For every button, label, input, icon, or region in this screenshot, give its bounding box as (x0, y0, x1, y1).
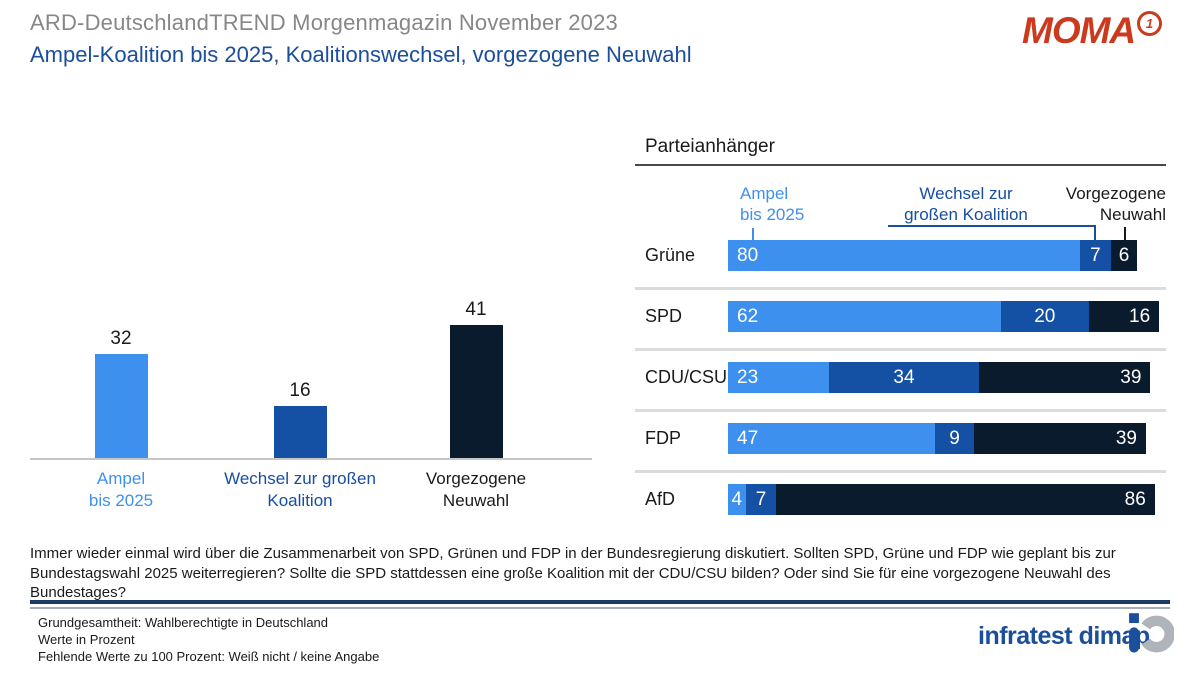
legend-line: Vorgezogene (1065, 184, 1166, 203)
segment-value: 7 (755, 488, 767, 510)
legend-line: Ampel (740, 184, 789, 203)
bar (94, 354, 148, 458)
footnote-line: Fehlende Werte zu 100 Prozent: Weiß nich… (38, 649, 380, 664)
section-heading-rule (635, 164, 1166, 166)
row-separator (635, 409, 1166, 412)
legend-connector-wechsel-vertical (1094, 225, 1096, 241)
legend-line: Wechsel zur (919, 184, 1013, 203)
survey-question: Immer wieder einmal wird über die Zusamm… (30, 545, 1116, 601)
footnotes: Grundgesamtheit: Wahlberechtigte in Deut… (38, 614, 379, 665)
bar-segment: 47 (728, 423, 935, 454)
segment-value: 62 (737, 305, 759, 327)
bar-value-label: 41 (465, 299, 487, 320)
category-line: Neuwahl (442, 491, 510, 510)
bar (449, 325, 503, 458)
segment-value: 4 (731, 488, 743, 510)
category-line: Wechsel zur großen (224, 469, 376, 488)
bar-segment: 6 (1110, 240, 1138, 271)
segment-value: 7 (1090, 244, 1101, 266)
bar-segment: 16 (1088, 301, 1160, 332)
segment-value: 6 (1118, 244, 1130, 266)
bar-segment: 34 (829, 362, 979, 393)
bar-segment: 80 (728, 240, 1080, 271)
legend-line: großen Koalition (904, 205, 1028, 224)
segment-value: 16 (1129, 305, 1151, 327)
segment-value: 34 (893, 366, 915, 388)
category-line: Koalition (267, 491, 333, 510)
footer-divider-gray (30, 607, 1170, 609)
bar-category-label: Ampel bis 2025 (11, 468, 231, 512)
segment-value: 39 (1120, 366, 1142, 388)
segment-value: 80 (737, 244, 759, 266)
category-line: bis 2025 (88, 491, 154, 510)
legend-vorgezogene-neuwahl: Vorgezogene Neuwahl (1000, 183, 1166, 225)
bar-segment: 7 (745, 484, 777, 515)
bar-segment: 23 (728, 362, 830, 393)
party-row-label: AfD (645, 489, 676, 509)
segment-value: 9 (949, 427, 960, 449)
legend-connector-vorgezogene (1124, 227, 1126, 241)
bar-segment: 20 (1000, 301, 1089, 332)
ard-one-icon: 1 (1137, 11, 1162, 36)
footnote-line: Werte in Prozent (38, 632, 135, 647)
legend-connector-ampel (752, 228, 754, 240)
row-separator (635, 287, 1166, 290)
segment-value: 20 (1034, 305, 1056, 327)
segment-value: 47 (737, 427, 759, 449)
footer-divider-navy (30, 600, 1170, 604)
infratest-dimap-logo: infratest dimap (978, 622, 1150, 650)
category-line: Ampel (96, 469, 146, 488)
bar-value-label: 16 (289, 380, 311, 401)
bar (273, 406, 327, 458)
legend-wechsel-grosse-koalition: Wechsel zur großen Koalition (860, 183, 1072, 225)
legend-line: Neuwahl (1099, 205, 1166, 224)
bar-category-label: Vorgezogene Neuwahl (366, 468, 586, 512)
bar-segment: 39 (978, 362, 1151, 393)
segment-value: 86 (1124, 488, 1146, 510)
legend-line: bis 2025 (740, 205, 805, 224)
page-title: ARD-DeutschlandTREND Morgenmagazin Novem… (30, 10, 618, 35)
bar-segment: 7 (1080, 240, 1111, 271)
moma-logo: MOMA (1022, 10, 1136, 51)
page-subtitle: Ampel-Koalition bis 2025, Koalitionswech… (30, 42, 692, 67)
footnote-line: Grundgesamtheit: Wahlberechtigte in Deut… (38, 615, 329, 630)
legend-connector-wechsel-horizontal (888, 225, 1096, 227)
row-separator (635, 470, 1166, 473)
bar-segment: 86 (776, 484, 1155, 515)
party-row-label: CDU/CSU (645, 367, 728, 387)
row-separator (635, 348, 1166, 351)
bar-category-label: Wechsel zur großen Koalition (190, 468, 410, 512)
infratest-dimap-icon (1128, 612, 1175, 661)
party-row-label: FDP (645, 428, 681, 448)
bar-segment: 62 (728, 301, 1001, 332)
bar-value-label: 32 (110, 328, 132, 349)
bar-segment: 9 (934, 423, 975, 454)
segment-value: 39 (1115, 427, 1137, 449)
party-row-label: SPD (645, 306, 683, 326)
bar-segment: 4 (728, 484, 746, 515)
segment-value: 23 (737, 366, 759, 388)
party-row-label: Grüne (645, 245, 696, 265)
category-line: Vorgezogene (425, 469, 527, 488)
chart-baseline (30, 458, 592, 460)
section-heading: Parteianhänger (645, 136, 775, 157)
legend-ampel-bis-2025: Ampel bis 2025 (740, 183, 804, 225)
bar-segment: 39 (974, 423, 1146, 454)
